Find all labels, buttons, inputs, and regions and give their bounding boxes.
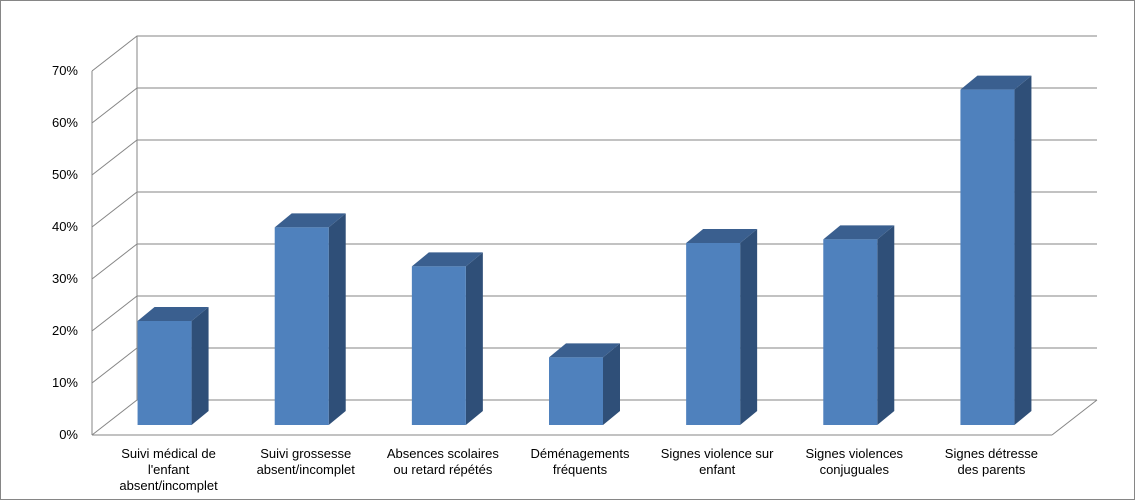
y-tick-label: 20% [52, 323, 78, 338]
bar-top-face [137, 307, 209, 321]
bar [960, 75, 1032, 425]
y-tick-label: 10% [52, 375, 78, 390]
bar [411, 252, 483, 425]
bar [823, 225, 895, 425]
bars [137, 75, 1032, 425]
gridline [91, 243, 1097, 280]
bar-side-face [328, 213, 346, 425]
bar-side-face [877, 225, 895, 425]
bar-top-face [823, 225, 895, 240]
bar-front-face [274, 227, 329, 425]
gridline [91, 35, 1097, 72]
bar-front-face [411, 266, 466, 425]
bar-front-face [823, 239, 878, 425]
y-tick-label: 40% [52, 219, 78, 234]
y-tick-label: 50% [52, 167, 78, 182]
y-tick-label: 60% [52, 115, 78, 130]
bar-top-face [549, 343, 620, 358]
bar [549, 343, 620, 425]
x-category-label: Signes violence sur enfant [661, 446, 774, 477]
bar [686, 229, 758, 425]
bar-side-face [465, 252, 483, 425]
bar-top-face [274, 213, 346, 228]
chart-walls [91, 35, 1098, 436]
x-category-label: Déménagements fréquents [531, 446, 630, 477]
bar-side-face [1014, 75, 1032, 425]
gridline [91, 139, 1097, 176]
x-category-label: Signes détresse des parents [945, 446, 1038, 477]
x-category-label: Suivi grossesse absent/incomplet [257, 446, 356, 477]
y-tick-label: 70% [52, 63, 78, 78]
bar-side-face [603, 343, 620, 425]
bar-front-face [960, 89, 1015, 425]
bar-side-face [191, 307, 209, 425]
bar [137, 307, 209, 425]
bar [274, 213, 346, 425]
x-category-label: Absences scolaires ou retard répétés [387, 446, 499, 477]
gridline [91, 87, 1097, 124]
gridline [91, 295, 1097, 332]
bar-front-face [549, 357, 603, 425]
gridline [91, 191, 1097, 228]
bar-top-face [960, 75, 1032, 90]
bar-side-face [740, 229, 758, 425]
y-tick-label: 0% [59, 427, 78, 442]
y-tick-label: 30% [52, 271, 78, 286]
x-category-label: Signes violences conjuguales [806, 446, 904, 477]
bar-top-face [686, 229, 758, 243]
y-axis-ticks: 0% 10% 20% 30% 40% 50% 60% 70% [52, 63, 78, 442]
x-category-label: Suivi médical de l'enfant absent/incomplet [119, 446, 218, 493]
bar-front-face [137, 321, 192, 425]
x-axis-labels: Suivi médical de l'enfant absent/incomplet… [119, 446, 1038, 493]
floor-right-edge [1051, 399, 1098, 436]
bar-front-face [686, 243, 741, 425]
bar-top-face [411, 252, 483, 267]
